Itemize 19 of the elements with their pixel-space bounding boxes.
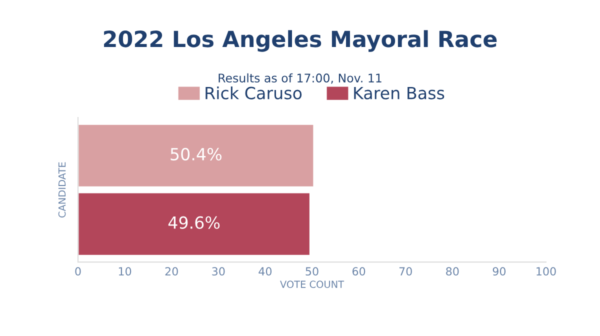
x-tick-label: 60 xyxy=(352,267,366,276)
legend-label: Karen Bass xyxy=(354,86,444,100)
chart-title: 2022 Los Angeles Mayoral Race xyxy=(104,30,497,52)
x-tick-label: 80 xyxy=(446,267,459,276)
data-label: 50.4% xyxy=(170,148,222,160)
x-tick-label: 70 xyxy=(399,267,412,276)
legend-label: Rick Caruso xyxy=(206,86,302,100)
x-tick-label: 30 xyxy=(212,267,225,276)
chart-subtitle: Results as of 17:00, Nov. 11 xyxy=(218,73,382,84)
x-tick-label: 0 xyxy=(75,267,81,276)
x-tick-label: 10 xyxy=(118,267,132,276)
x-tick-label: 50 xyxy=(306,267,318,276)
data-label: 49.6% xyxy=(168,216,220,229)
x-axis-title: VOTE COUNT xyxy=(280,280,344,288)
x-tick-label: 20 xyxy=(165,267,178,276)
x-tick-label: 40 xyxy=(258,267,272,276)
x-tick-label: 90 xyxy=(492,267,506,276)
y-axis-title: CANDIDATE xyxy=(58,162,66,218)
x-tick-label: 100 xyxy=(536,267,556,276)
